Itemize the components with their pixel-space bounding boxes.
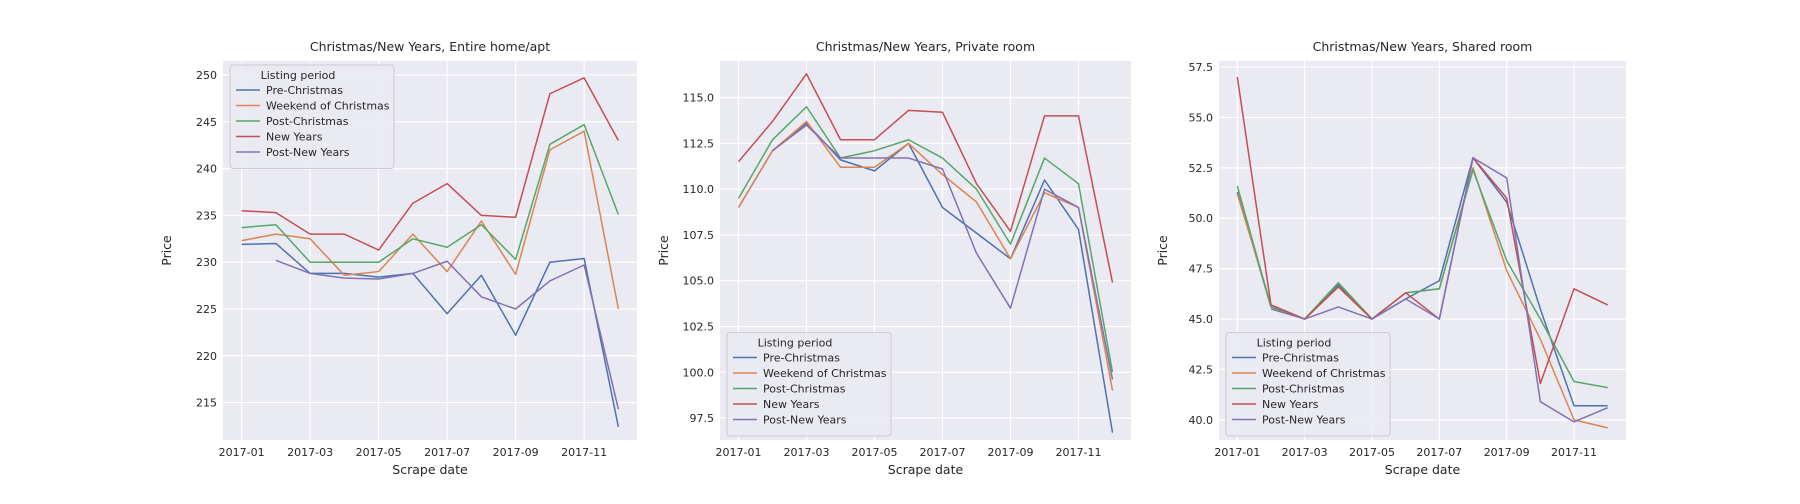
legend-entry: Post-New Years <box>1262 414 1346 427</box>
y-tick-label: 225 <box>196 303 217 316</box>
y-tick-label: 57.5 <box>1189 61 1214 74</box>
x-tick-label: 2017-09 <box>988 446 1034 459</box>
legend-entry: Post-New Years <box>266 146 350 159</box>
x-tick-label: 2017-07 <box>1416 446 1462 459</box>
series-line-pre-christmas <box>241 242 620 428</box>
y-tick-label: 250 <box>196 69 217 82</box>
chart-title: Christmas/New Years, Entire home/apt <box>310 39 550 54</box>
subplot-shared-room: 40.0 42.5 45.0 47.5 50.0 52.5 55.0 57.5 2017-01 2… <box>1155 39 1626 477</box>
y-tick-label: 110.0 <box>683 183 715 196</box>
legend-entry: New Years <box>1262 398 1319 411</box>
legend-entry: Weekend of Christmas <box>1262 367 1386 380</box>
x-axis-label: Scrape date <box>888 462 964 477</box>
y-axis-label: Price <box>1155 235 1170 266</box>
y-tick-label: 40.0 <box>1189 414 1214 427</box>
x-tick-label: 2017-01 <box>1214 446 1260 459</box>
y-tick-label: 45.0 <box>1189 313 1214 326</box>
x-tick-label: 2017-05 <box>852 446 898 459</box>
x-tick-label: 2017-09 <box>1484 446 1530 459</box>
y-tick-label: 235 <box>196 209 217 222</box>
legend-entry: Post-New Years <box>763 414 847 427</box>
series-line-post-new-years <box>275 259 620 410</box>
legend-entry: Pre-Christmas <box>763 352 840 365</box>
chart-title: Christmas/New Years, Private room <box>816 39 1035 54</box>
x-tick-label: 2017-11 <box>1551 446 1597 459</box>
x-axis-label: Scrape date <box>1385 462 1461 477</box>
x-tick-label: 2017-11 <box>561 446 607 459</box>
y-tick-label: 245 <box>196 116 217 129</box>
y-tick-label: 55.0 <box>1189 111 1214 124</box>
y-axis-label: Price <box>159 235 174 266</box>
legend-entry: Post-Christmas <box>266 115 349 128</box>
y-tick-label: 42.5 <box>1189 363 1214 376</box>
y-tick-label: 52.5 <box>1189 162 1214 175</box>
x-tick-label: 2017-03 <box>287 446 333 459</box>
legend-entry: Post-Christmas <box>1262 383 1345 396</box>
series-line-post-christmas <box>241 123 620 263</box>
x-tick-label: 2017-05 <box>1349 446 1395 459</box>
legend-title: Listing period <box>261 69 336 82</box>
series-line-pre-christmas <box>737 122 1114 433</box>
subplot-entire-home: 215 220 225 230 235 240 245 250 2017-01 2017-03 20… <box>159 39 637 477</box>
y-tick-label: 240 <box>196 163 217 176</box>
legend-entry: Weekend of Christmas <box>266 100 390 113</box>
y-tick-label: 230 <box>196 256 217 269</box>
legend-entry: Pre-Christmas <box>1262 352 1339 365</box>
y-tick-label: 97.5 <box>690 412 715 425</box>
x-axis-label: Scrape date <box>392 462 468 477</box>
y-tick-label: 102.5 <box>683 320 715 333</box>
y-tick-label: 215 <box>196 397 217 410</box>
x-tick-label: 2017-05 <box>356 446 402 459</box>
y-axis-label: Price <box>656 235 671 266</box>
series-line-weekend-of-christmas <box>241 130 620 310</box>
legend: Listing period Pre-Christmas Weekend of Ch… <box>229 64 395 169</box>
legend: Listing period Pre-Christmas Weekend of Ch… <box>1225 332 1391 437</box>
y-tick-label: 107.5 <box>683 229 715 242</box>
legend-box <box>229 64 395 169</box>
x-tick-label: 2017-07 <box>920 446 966 459</box>
legend-title: Listing period <box>1257 337 1332 350</box>
y-tick-label: 105.0 <box>683 275 715 288</box>
x-tick-label: 2017-11 <box>1056 446 1102 459</box>
legend-entry: Post-Christmas <box>763 383 846 396</box>
legend-box <box>1225 332 1391 437</box>
series-line-weekend-of-christmas <box>737 120 1114 391</box>
legend-entry: New Years <box>266 131 323 144</box>
subplot-private-room: 97.5 100.0 102.5 105.0 107.5 110.0 112.5 115.0 2… <box>656 39 1131 477</box>
series-line-new-years <box>241 77 620 251</box>
x-tick-label: 2017-03 <box>784 446 830 459</box>
y-tick-label: 100.0 <box>683 366 715 379</box>
y-tick-label: 50.0 <box>1189 212 1214 225</box>
series-line-post-christmas <box>737 106 1114 373</box>
x-tick-label: 2017-07 <box>424 446 470 459</box>
y-tick-label: 220 <box>196 350 217 363</box>
series-line-post-new-years <box>772 124 1114 380</box>
y-tick-label: 112.5 <box>683 137 715 150</box>
x-tick-label: 2017-01 <box>716 446 762 459</box>
legend-title: Listing period <box>758 337 833 350</box>
series-line-new-years <box>737 73 1114 283</box>
series-line-post-new-years <box>1270 157 1608 423</box>
legend-entry: Weekend of Christmas <box>763 367 887 380</box>
x-tick-label: 2017-03 <box>1282 446 1328 459</box>
y-tick-label: 47.5 <box>1189 263 1214 276</box>
legend-entry: New Years <box>763 398 820 411</box>
chart-title: Christmas/New Years, Shared room <box>1313 39 1533 54</box>
y-tick-label: 115.0 <box>683 92 715 105</box>
legend-entry: Pre-Christmas <box>266 84 343 97</box>
x-tick-label: 2017-01 <box>219 446 265 459</box>
legend: Listing period Pre-Christmas Weekend of Ch… <box>726 332 892 437</box>
x-tick-label: 2017-09 <box>493 446 539 459</box>
legend-box <box>726 332 892 437</box>
